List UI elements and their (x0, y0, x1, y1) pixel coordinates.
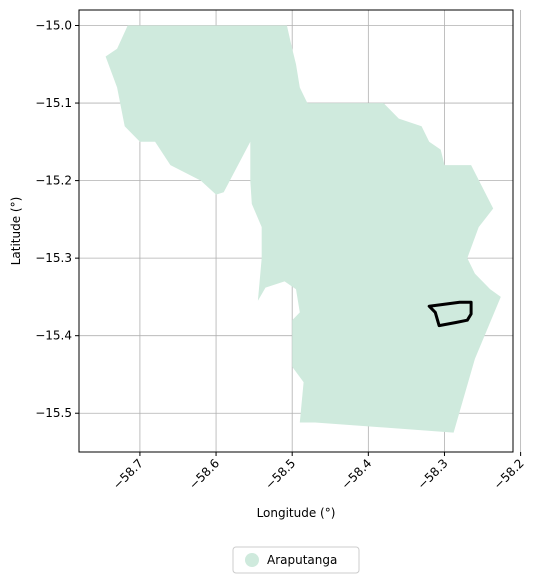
y-tick-label: −15.2 (35, 174, 72, 188)
x-tick-label: −58.3 (415, 456, 451, 492)
x-ticks: −58.7 −58.6 −58.5 −58.4 −58.3 −58.2 (110, 452, 527, 492)
x-tick-label: −58.4 (339, 456, 375, 492)
highlighted-outline (427, 300, 473, 328)
plot-frame (78, 9, 514, 453)
y-ticks: −15.0 −15.1 −15.2 −15.3 −15.4 −15.5 (35, 19, 79, 420)
x-tick-label: −58.5 (262, 456, 298, 492)
y-tick-label: −15.4 (35, 329, 72, 343)
legend-marker (245, 553, 259, 567)
region-araputanga (105, 25, 501, 433)
legend-label: Araputanga (267, 553, 337, 567)
y-tick-label: −15.0 (35, 19, 72, 33)
y-axis-label: Latitude (°) (9, 197, 23, 266)
legend-box (232, 546, 360, 574)
y-tick-label: −15.3 (35, 251, 72, 265)
y-tick-label: −15.1 (35, 96, 72, 110)
x-axis-label: Longitude (°) (257, 506, 336, 520)
x-tick-label: −58.6 (186, 456, 222, 492)
x-tick-label: −58.7 (110, 456, 146, 492)
legend: Araputanga (232, 546, 360, 574)
x-tick-label: −58.2 (491, 456, 527, 492)
y-tick-label: −15.5 (35, 406, 72, 420)
